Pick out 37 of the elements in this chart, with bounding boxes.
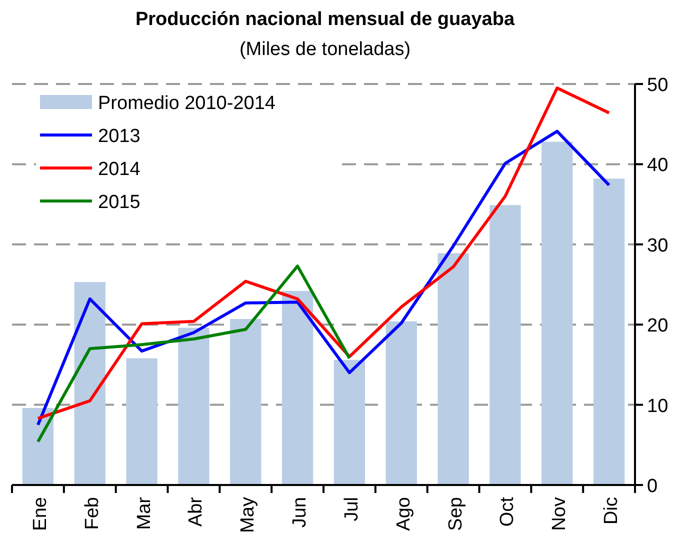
- bar: [22, 408, 54, 485]
- bar: [386, 321, 417, 485]
- chart-title: Producción nacional mensual de guayaba: [135, 9, 515, 30]
- legend-label: 2014: [98, 159, 141, 180]
- x-tick-label: Jul: [341, 497, 362, 522]
- x-tick-label: Ago: [393, 497, 414, 531]
- bar: [126, 358, 158, 485]
- chart-subtitle: (Miles de toneladas): [239, 39, 411, 60]
- x-tick-label: Dic: [601, 497, 622, 524]
- line-series: [36, 264, 351, 444]
- bar: [542, 142, 573, 485]
- bar: [438, 253, 469, 485]
- x-tick-label: Nov: [549, 496, 570, 531]
- x-tick-label: Ene: [30, 497, 51, 531]
- bar: [74, 282, 106, 485]
- x-tick-label: Jun: [290, 497, 311, 528]
- bar: [178, 328, 210, 485]
- x-tick-label: May: [238, 496, 259, 533]
- bar: [230, 318, 262, 485]
- legend-label: 2013: [98, 126, 140, 147]
- y-tick-label: 0: [647, 476, 658, 497]
- y-tick-label: 50: [647, 75, 668, 96]
- x-tick-label: Mar: [134, 496, 155, 530]
- bar: [593, 178, 625, 485]
- y-tick-label: 40: [647, 155, 668, 176]
- legend-label: 2015: [98, 192, 140, 213]
- bar: [282, 290, 314, 485]
- y-tick-label: 30: [647, 235, 668, 256]
- x-tick-label: Abr: [186, 496, 207, 527]
- y-tick-label: 20: [647, 316, 668, 337]
- y-tick-label: 10: [647, 396, 668, 417]
- x-tick-label: Oct: [497, 496, 518, 527]
- x-tick-label: Feb: [82, 497, 103, 530]
- x-tick-label: Sep: [445, 497, 466, 531]
- bar: [334, 360, 366, 485]
- bar: [490, 205, 521, 485]
- legend-label: Promedio 2010-2014: [98, 93, 276, 114]
